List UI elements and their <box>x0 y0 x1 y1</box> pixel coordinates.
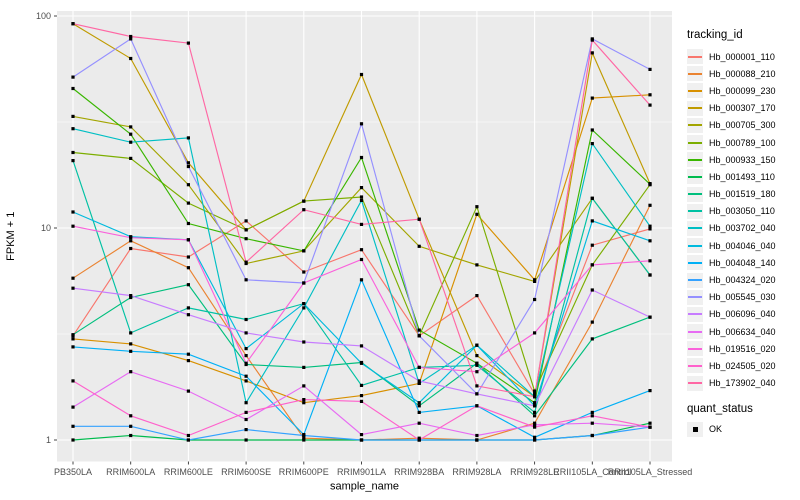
legend-entry-label: Hb_000088_210 <box>709 68 776 79</box>
legend-entry: Hb_006634_040 <box>687 323 799 340</box>
legend-key-swatch <box>687 186 703 202</box>
x-tick-label: RRIM928LE <box>510 467 559 477</box>
x-tick-label: PB350LA <box>54 467 92 477</box>
legend-key-swatch <box>687 100 703 116</box>
legend-key-swatch <box>687 83 703 99</box>
x-tick-label: RRIM928LA <box>452 467 501 477</box>
legend-entry: Hb_004046_040 <box>687 237 799 254</box>
x-axis-title: sample_name <box>330 481 399 493</box>
legend-entry-label: Hb_024505_020 <box>709 360 776 371</box>
legend-key-swatch <box>687 255 703 271</box>
y-tick-label: 100 <box>36 11 51 21</box>
quant-legend-title: quant_status <box>687 402 753 415</box>
legend-entry: Hb_004324_020 <box>687 271 799 288</box>
legend-entry-label: Hb_000307_170 <box>709 103 776 114</box>
legend-entry-label: Hb_004048_140 <box>709 257 776 268</box>
legend-entry: Hb_005545_030 <box>687 289 799 306</box>
legend-entry-label: Hb_000001_110 <box>709 51 775 62</box>
legend-key-swatch <box>687 289 703 305</box>
legend-entry: Hb_003702_040 <box>687 220 799 237</box>
x-tick-label: RRII105LA_Stressed <box>608 467 693 477</box>
legend-entry-label: Hb_000789_100 <box>709 137 776 148</box>
legend-entry-label: Hb_001493_110 <box>709 171 775 182</box>
legend-entry: Hb_019516_020 <box>687 340 799 357</box>
legend-entry-label: Hb_000705_300 <box>709 120 776 131</box>
x-tick-label: RRIM600SE <box>221 467 271 477</box>
legend-title: tracking_id <box>687 29 743 41</box>
legend-key-swatch <box>687 324 703 340</box>
legend-entry-label: Hb_000099_230 <box>709 85 776 96</box>
data-points <box>71 22 652 442</box>
legend-entry-label: Hb_005545_030 <box>709 292 776 303</box>
y-tick-label: 1 <box>46 435 51 445</box>
legend-key-swatch <box>687 220 703 236</box>
legend-entry-label: Hb_006634_040 <box>709 326 776 337</box>
y-tick-label: 10 <box>41 223 51 233</box>
legend-entry: Hb_000307_170 <box>687 100 799 117</box>
legend-entry: Hb_000001_110 <box>687 48 799 65</box>
x-tick-label: RRIM600LE <box>164 467 213 477</box>
x-tick-label: RRIM901LA <box>337 467 386 477</box>
legend-entry: Hb_000099_230 <box>687 82 799 99</box>
legend-key-swatch <box>687 152 703 168</box>
legend-key-swatch <box>687 49 703 65</box>
legend-entry-label: Hb_004324_020 <box>709 275 776 286</box>
legend-entry: Hb_000789_100 <box>687 134 799 151</box>
legend-key-swatch <box>687 66 703 82</box>
y-axis-title: FPKM + 1 <box>5 212 17 261</box>
legend-entry-label: Hb_004046_040 <box>709 240 776 251</box>
legend-panel: tracking_id Hb_000001_110 Hb_000088_210 Hb… <box>687 29 799 438</box>
x-tick-label: RRII105LA_Control <box>553 467 631 477</box>
legend-entry-label: Hb_019516_020 <box>709 343 776 354</box>
x-axis: PB350LA RRIM600LA RRIM600LE RRIM600SE RRIM60… <box>54 461 693 477</box>
legend-entry: Hb_000705_300 <box>687 117 799 134</box>
x-tick-label: RRIM600PE <box>279 467 329 477</box>
legend-key-swatch <box>687 341 703 357</box>
legend-entry: Hb_004048_140 <box>687 254 799 271</box>
legend-entry: Hb_003050_110 <box>687 203 799 220</box>
legend-key-swatch <box>687 117 703 133</box>
legend-entry-label: Hb_003702_040 <box>709 223 776 234</box>
legend-entry-label: Hb_003050_110 <box>709 206 775 217</box>
legend-key-swatch <box>687 169 703 185</box>
legend-entry-label: Hb_173902_040 <box>709 378 776 389</box>
legend-entry: Hb_000933_150 <box>687 151 799 168</box>
ok-marker-icon <box>687 421 703 437</box>
quant-legend-label: OK <box>709 424 723 435</box>
quant-status-legend: quant_status OK <box>687 403 799 438</box>
legend-key-swatch <box>687 272 703 288</box>
legend-entry: Hb_001493_110 <box>687 168 799 185</box>
y-axis: 1 10 100 <box>36 11 57 445</box>
x-tick-label: RRIM928BA <box>394 467 444 477</box>
legend-key-swatch <box>687 306 703 322</box>
legend-key-swatch <box>687 135 703 151</box>
legend-entry: Hb_173902_040 <box>687 375 799 392</box>
legend-entry: Hb_006096_040 <box>687 306 799 323</box>
legend-key-swatch <box>687 358 703 374</box>
legend-key-swatch <box>687 238 703 254</box>
legend-key-swatch <box>687 375 703 391</box>
legend-entry: Hb_001519_180 <box>687 186 799 203</box>
legend-entry-label: Hb_000933_150 <box>709 154 776 165</box>
quant-legend-entry: OK <box>687 421 799 438</box>
legend-entry: Hb_000088_210 <box>687 65 799 82</box>
legend-entry: Hb_024505_020 <box>687 357 799 374</box>
legend-entry-label: Hb_001519_180 <box>709 189 776 200</box>
legend-entries: Hb_000001_110 Hb_000088_210 Hb_000099_230 H… <box>687 48 799 392</box>
legend-key-swatch <box>687 203 703 219</box>
legend-entry-label: Hb_006096_040 <box>709 309 776 320</box>
x-tick-label: RRIM600LA <box>106 467 155 477</box>
